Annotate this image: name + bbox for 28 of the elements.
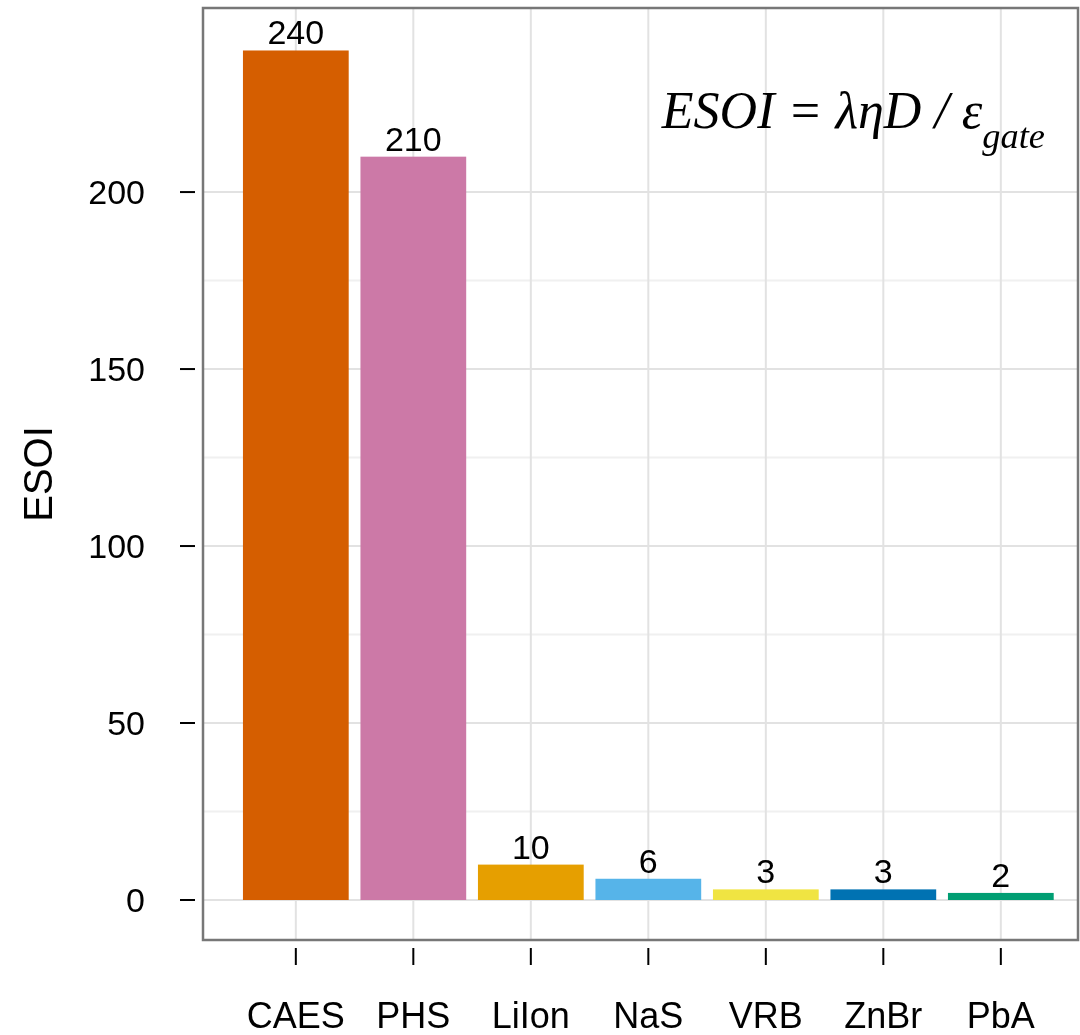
y-axis-title: ESOI xyxy=(16,426,60,522)
y-tick-label: 0 xyxy=(126,880,145,919)
data-label: 240 xyxy=(267,13,325,52)
data-label: 210 xyxy=(384,119,442,158)
bar xyxy=(595,878,702,900)
bar xyxy=(477,864,584,900)
data-label: 3 xyxy=(873,852,893,891)
x-tick-label: ZnBr xyxy=(844,995,923,1035)
x-tick-label: PHS xyxy=(376,995,451,1035)
x-tick-label: PbA xyxy=(966,995,1035,1035)
y-tick-label: 50 xyxy=(107,703,145,742)
bar xyxy=(830,889,937,900)
annotation: ESOI = ληD / ε$_{gate}$ xyxy=(660,82,1045,156)
bar xyxy=(947,892,1054,900)
data-label: 3 xyxy=(756,852,776,891)
x-tick-label: LiIon xyxy=(491,995,570,1035)
data-label: 6 xyxy=(638,841,658,880)
data-label: 2 xyxy=(991,855,1011,894)
x-tick-label: VRB xyxy=(728,995,803,1035)
y-tick-label: 150 xyxy=(88,349,145,388)
bar xyxy=(360,156,467,900)
bar xyxy=(242,50,349,900)
data-label: 10 xyxy=(511,827,550,866)
x-tick-label: NaS xyxy=(613,995,684,1035)
bar xyxy=(712,889,819,900)
y-tick-label: 200 xyxy=(88,172,145,211)
y-tick-label: 100 xyxy=(88,526,145,565)
x-tick-label: CAES xyxy=(246,995,345,1035)
